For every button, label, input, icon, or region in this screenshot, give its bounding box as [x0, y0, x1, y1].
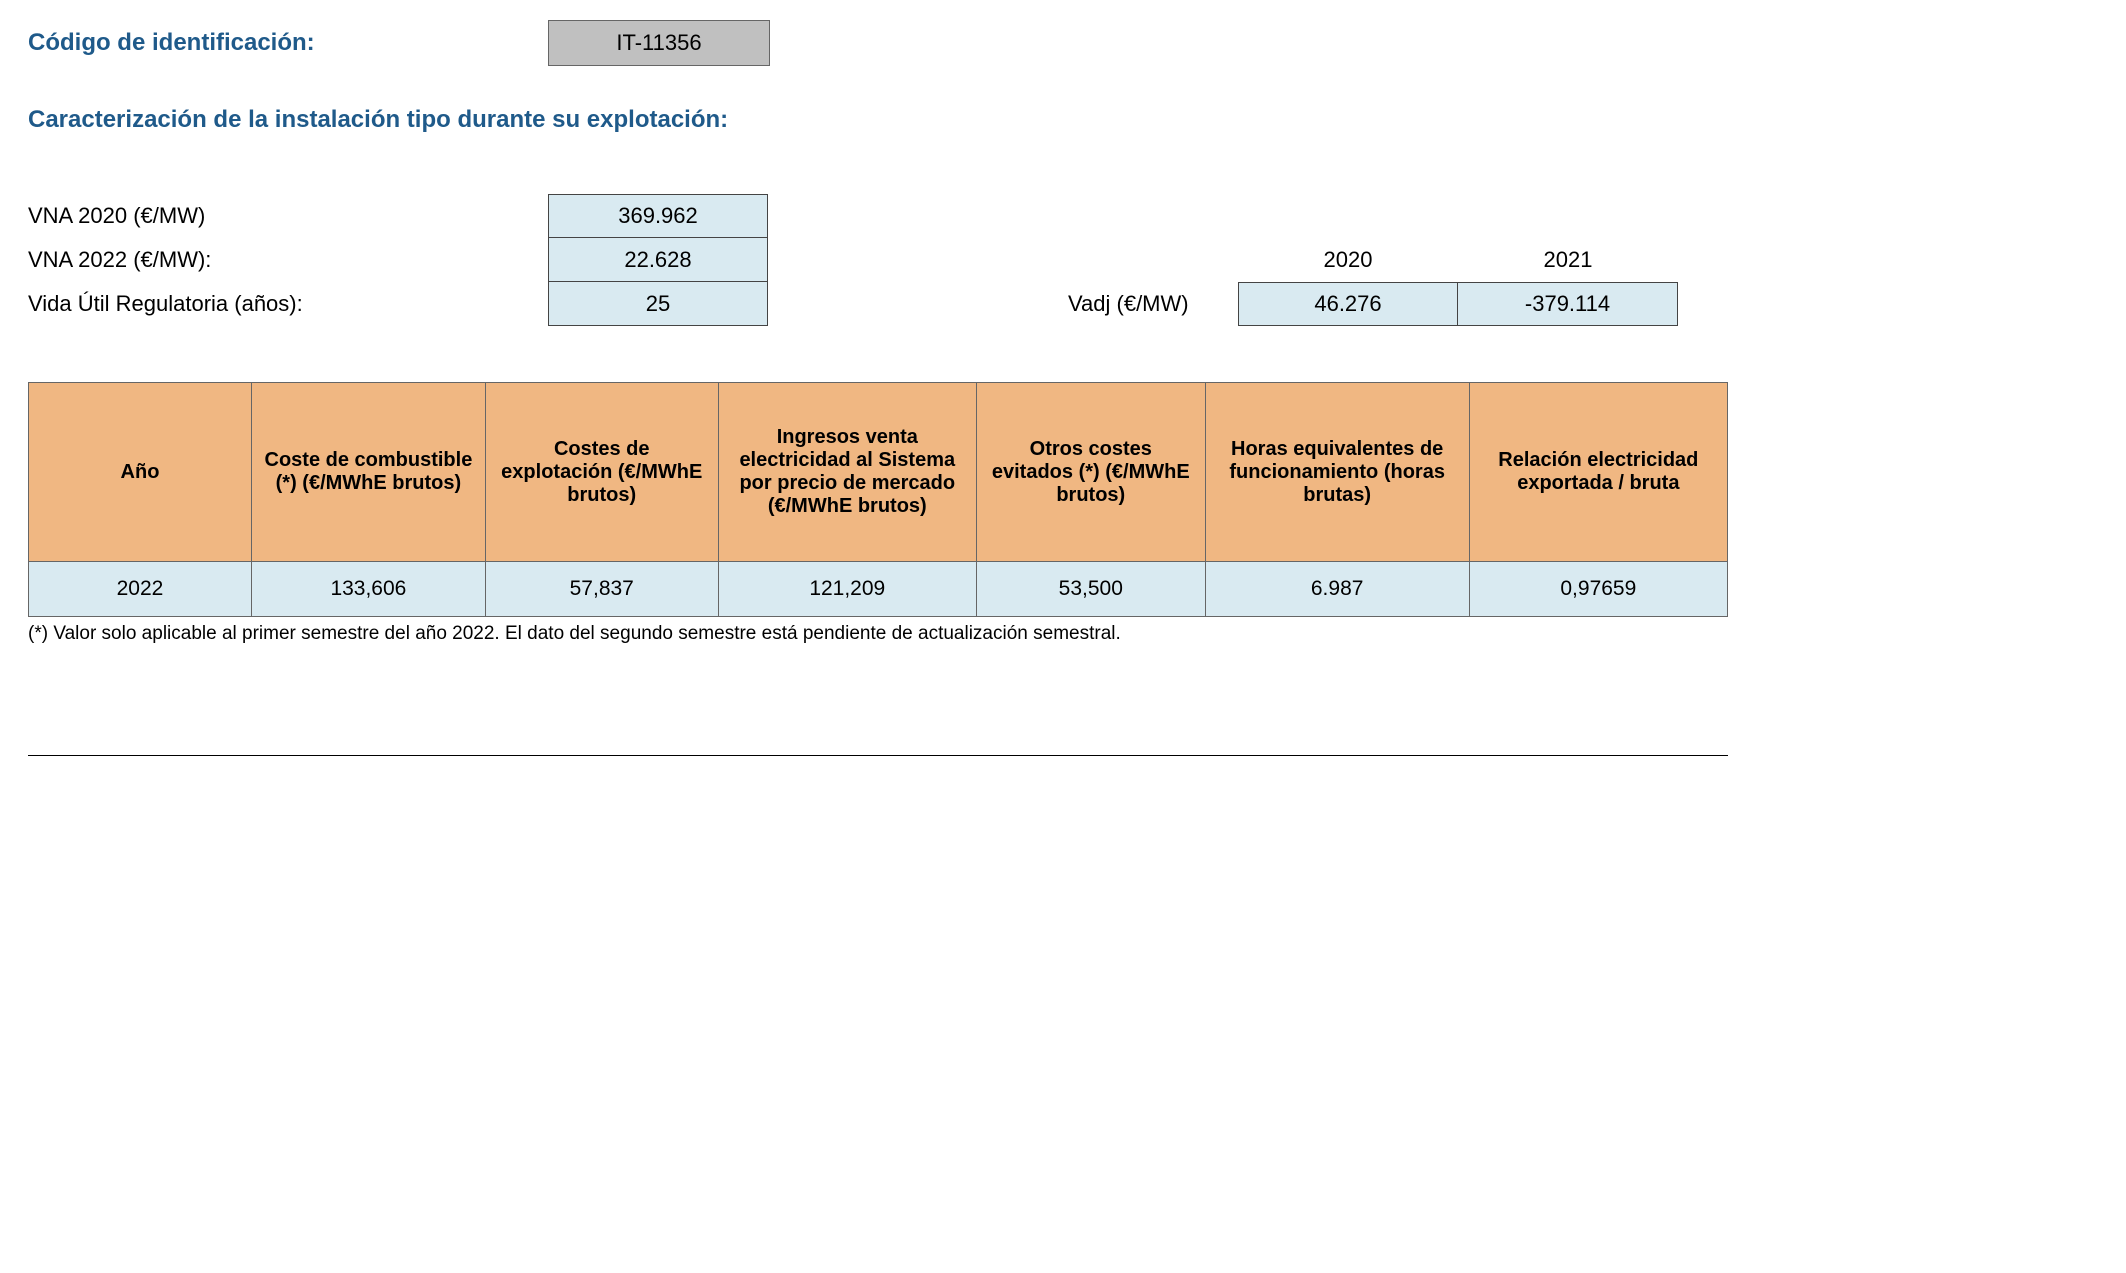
params-labels-col: VNA 2020 (€/MW) VNA 2022 (€/MW): Vida Út…: [28, 194, 548, 326]
table-col-header: Coste de combustible (*) (€/MWhE brutos): [251, 383, 485, 562]
table-col-header: Otros costes evitados (*) (€/MWhE brutos…: [976, 383, 1205, 562]
vadj-value-2: -379.114: [1458, 282, 1678, 326]
vna2022-value: 22.628: [548, 238, 768, 282]
vna2020-value: 369.962: [548, 194, 768, 238]
table-cell: 6.987: [1205, 562, 1469, 617]
vadj-value-1: 46.276: [1238, 282, 1458, 326]
vida-util-label: Vida Útil Regulatoria (años):: [28, 282, 548, 326]
table-cell: 57,837: [485, 562, 718, 617]
table-header-row: AñoCoste de combustible (*) (€/MWhE brut…: [29, 383, 1728, 562]
table-cell: 121,209: [718, 562, 976, 617]
vna2020-label: VNA 2020 (€/MW): [28, 194, 548, 238]
table-cell: 53,500: [976, 562, 1205, 617]
table-cell: 2022: [29, 562, 252, 617]
main-table-head: AñoCoste de combustible (*) (€/MWhE brut…: [29, 383, 1728, 562]
vadj-value-boxes: 46.276 -379.114: [1238, 282, 1678, 326]
table-col-header: Año: [29, 383, 252, 562]
table-cell: 0,97659: [1469, 562, 1727, 617]
table-col-header: Costes de explotación (€/MWhE brutos): [485, 383, 718, 562]
codigo-label: Código de identificación:: [28, 29, 548, 57]
table-col-header: Ingresos venta electricidad al Sistema p…: [718, 383, 976, 562]
vadj-label: Vadj (€/MW): [1068, 282, 1238, 326]
footnote: (*) Valor solo aplicable al primer semes…: [28, 623, 2098, 645]
table-row: 2022133,60657,837121,20953,5006.9870,976…: [29, 562, 1728, 617]
vadj-year-2: 2021: [1458, 247, 1678, 273]
codigo-value: IT-11356: [616, 30, 701, 56]
vadj-year-1: 2020: [1238, 247, 1458, 273]
separator-line: [28, 755, 1728, 756]
vadj-block: 2020 2021 46.276 -379.114: [1238, 238, 1678, 326]
table-cell: 133,606: [251, 562, 485, 617]
table-col-header: Horas equivalentes de funcionamiento (ho…: [1205, 383, 1469, 562]
table-col-header: Relación electricidad exportada / bruta: [1469, 383, 1727, 562]
params-block: VNA 2020 (€/MW) VNA 2022 (€/MW): Vida Út…: [28, 194, 2098, 326]
vadj-year-headers: 2020 2021: [1238, 238, 1678, 282]
params-values-col: 369.962 22.628 25: [548, 194, 768, 326]
vida-util-value: 25: [548, 282, 768, 326]
codigo-value-box: IT-11356: [548, 20, 770, 66]
main-table: AñoCoste de combustible (*) (€/MWhE brut…: [28, 382, 1728, 617]
caracterizacion-title: Caracterización de la instalación tipo d…: [28, 106, 2098, 134]
codigo-row: Código de identificación: IT-11356: [28, 20, 2098, 66]
main-table-body: 2022133,60657,837121,20953,5006.9870,976…: [29, 562, 1728, 617]
vna2022-label: VNA 2022 (€/MW):: [28, 238, 548, 282]
